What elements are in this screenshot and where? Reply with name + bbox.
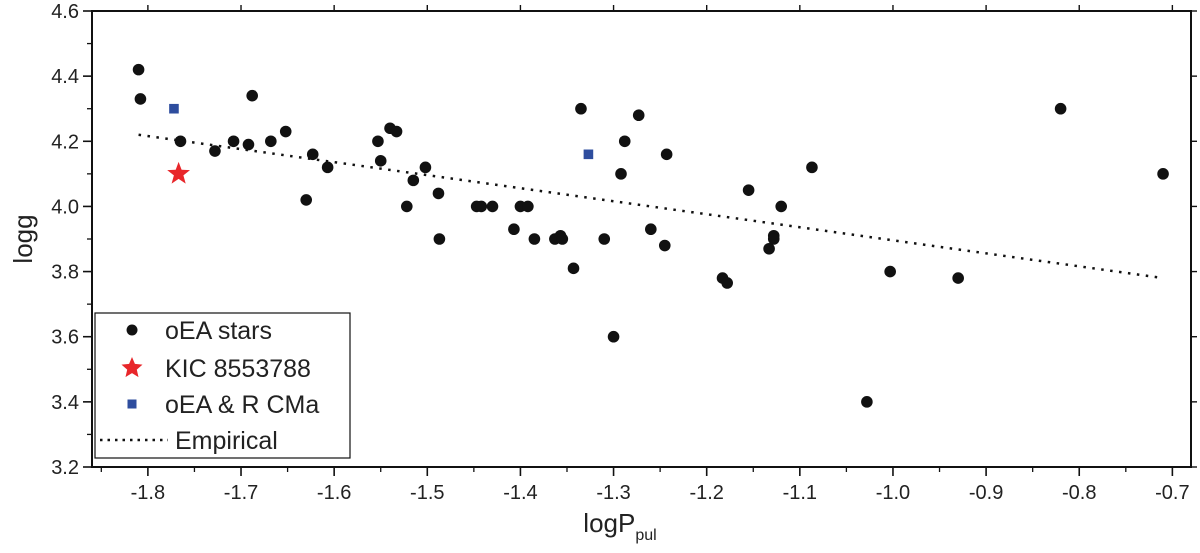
oea-star-point	[134, 93, 147, 105]
oea-rcma-point	[169, 103, 179, 114]
kic-star-point	[167, 161, 190, 184]
oea-star-point	[660, 148, 673, 161]
oea-star-point	[209, 145, 221, 157]
oea-star-point	[265, 135, 277, 148]
oea-star-point	[806, 161, 818, 174]
y-tick-label: 4.4	[51, 66, 79, 88]
y-tick-label: 4.0	[51, 196, 79, 218]
y-tick-label: 3.2	[51, 457, 79, 479]
oea-star-point	[658, 239, 671, 252]
oea-star-point	[132, 63, 145, 76]
tick-labels: -1.8 -1.7 -1.6 -1.5 -1.4 -1.3 -1.2 -1.1 -1.0 -0.9…	[51, 1, 1189, 504]
oea-star-point	[1157, 168, 1169, 180]
oea-star-point	[618, 135, 631, 148]
x-tick-label: -1.8	[131, 482, 165, 504]
oea-star-point	[528, 233, 541, 245]
oea-star-point	[615, 168, 627, 180]
oea-star-point	[607, 330, 620, 343]
y-tick-label: 3.6	[51, 327, 79, 349]
x-tick-label: -1.7	[224, 482, 258, 504]
legend-label-kic: KIC 8553788	[165, 355, 311, 383]
oea-star-point	[390, 125, 403, 138]
x-tick-label: -0.8	[1062, 482, 1096, 504]
y-tick-label: 4.2	[51, 131, 79, 153]
oea-star-point	[567, 262, 580, 275]
legend-marker-oea-stars	[126, 324, 138, 336]
oea-star-point	[952, 272, 964, 284]
x-tick-label: -1.0	[876, 482, 910, 504]
oea-star-point	[721, 277, 733, 289]
legend-marker-kic-star	[121, 357, 143, 378]
legend: oEA stars KIC 8553788 oEA & R CMa Empiri…	[94, 312, 351, 459]
legend-label-oea-stars: oEA stars	[165, 317, 272, 345]
legend-marker-oea-rcma	[127, 399, 137, 409]
y-tick-label: 3.8	[51, 262, 79, 284]
x-tick-label: -0.7	[1155, 482, 1189, 504]
oea-star-point	[242, 138, 255, 151]
x-tick-label: -1.1	[783, 482, 817, 504]
oea-star-point	[775, 200, 788, 213]
x-axis-title: logPpul	[583, 508, 656, 544]
empirical-line	[138, 133, 1164, 280]
y-axis-title: logg	[8, 214, 38, 263]
oea-star-point	[432, 187, 445, 200]
empirical-fit-line	[138, 133, 1164, 280]
plot-frame	[91, 10, 1192, 468]
oea-star-point	[767, 233, 780, 245]
oea-star-point	[632, 109, 645, 122]
oea-star-point	[486, 200, 499, 213]
oea-star-point	[174, 135, 187, 148]
oea-star-point	[884, 265, 896, 278]
oea-star-point	[279, 125, 292, 138]
oea-star-point	[598, 233, 611, 245]
oea-star-point	[508, 223, 520, 236]
oea-star-point	[374, 155, 387, 167]
oea-star-point	[306, 148, 319, 161]
x-tick-label: -1.3	[596, 482, 630, 504]
legend-label-empirical: Empirical	[175, 427, 278, 455]
oea-star-point	[300, 194, 313, 206]
oea-star-point	[645, 223, 657, 236]
oea-star-point	[433, 233, 446, 245]
oea-star-point	[246, 89, 258, 102]
oea-star-point	[321, 161, 334, 174]
y-tick-label: 4.6	[51, 1, 79, 23]
oea-star-point	[522, 200, 534, 213]
oea-star-point	[861, 396, 873, 408]
oea-star-point	[419, 161, 432, 174]
x-axis-title-subscript: pul	[635, 527, 656, 544]
x-tick-label: -1.4	[503, 482, 537, 504]
y-tick-label: 3.4	[51, 392, 79, 414]
oea-star-point	[407, 174, 420, 187]
x-tick-label: -1.5	[410, 482, 444, 504]
oea-star-point	[400, 200, 413, 213]
oea-star-point	[742, 184, 755, 196]
oea-star-point	[556, 233, 569, 245]
legend-box	[94, 312, 351, 459]
data-points	[132, 63, 1169, 408]
x-tick-label: -1.6	[317, 482, 351, 504]
oea-star-point	[475, 200, 488, 213]
oea-rcma-point	[583, 149, 594, 160]
x-tick-label: -1.2	[689, 482, 723, 504]
oea-star-point	[372, 135, 384, 148]
oea-star-point	[1054, 102, 1067, 115]
x-axis-title-main: logP	[583, 508, 635, 538]
oea-star-point	[227, 135, 240, 148]
oea-star-point	[763, 242, 775, 255]
oea-star-point	[575, 102, 587, 115]
legend-label-oea-rcma: oEA & R CMa	[165, 391, 319, 419]
x-tick-label: -0.9	[969, 482, 1003, 504]
